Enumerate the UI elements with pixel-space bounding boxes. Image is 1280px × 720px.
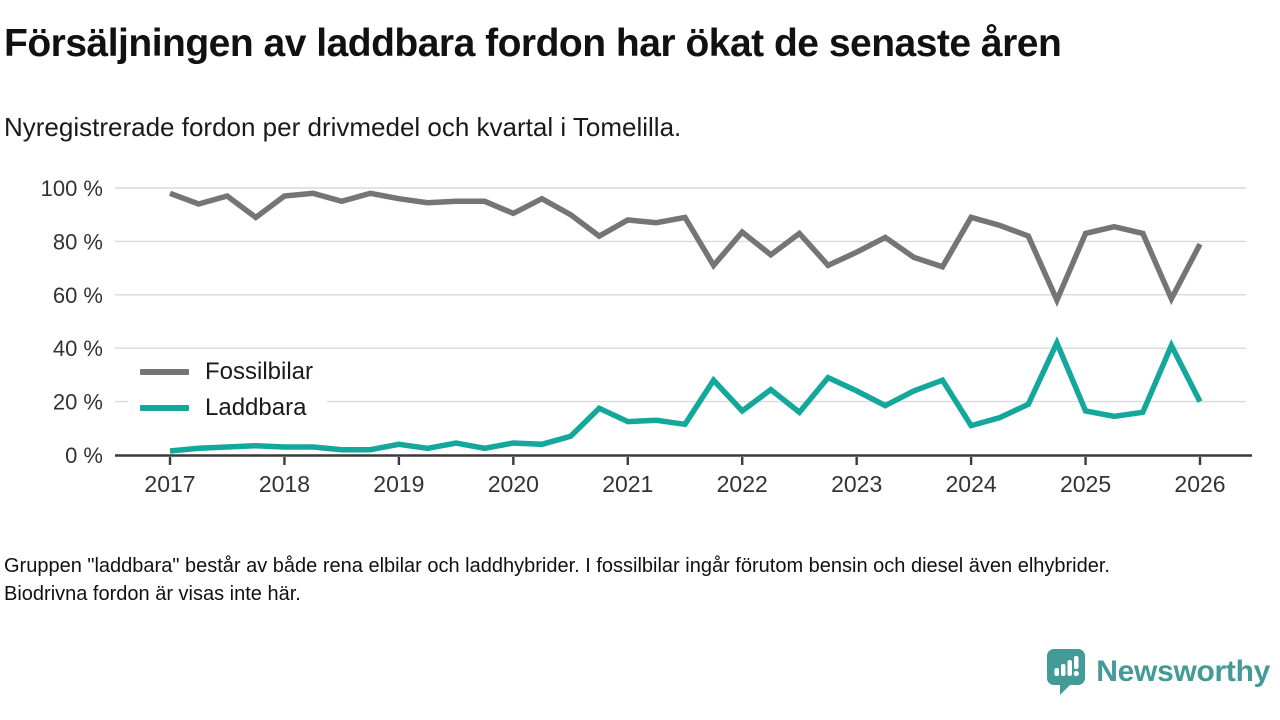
y-tick-label: 40 %	[53, 336, 103, 361]
legend-item-fossilbilar: Fossilbilar	[128, 354, 328, 390]
x-tick-label: 2021	[602, 471, 653, 497]
x-tick-label: 2023	[831, 471, 882, 497]
chart-footnote: Gruppen "laddbara" består av både rena e…	[4, 555, 1110, 605]
y-tick-label: 80 %	[53, 229, 103, 254]
quarterly-share-line-chart: 0 % 20 % 40 % 60 % 80 % 100 % 2017 2018 2019 2020…	[41, 176, 1252, 497]
fossilbilar-line-swatch-icon	[140, 369, 189, 375]
x-tick-label: 2024	[946, 471, 997, 497]
x-tick-label: 2022	[717, 471, 768, 497]
chart-title: Försäljningen av laddbara fordon har öka…	[4, 22, 1062, 65]
y-tick-label: 100 %	[41, 176, 103, 201]
x-tick-label: 2017	[144, 471, 195, 497]
x-tick-label: 2020	[488, 471, 539, 497]
x-tick-label: 2026	[1174, 471, 1225, 497]
newsworthy-logo: Newsworthy	[1046, 648, 1270, 696]
series-line-fossilbilar	[169, 190, 1203, 307]
y-tick-label: 20 %	[53, 390, 103, 415]
legend-item-laddbara: Laddbara	[128, 390, 328, 426]
x-tick-label: 2018	[259, 471, 310, 497]
newsworthy-wordmark: Newsworthy	[1096, 655, 1270, 688]
chart-subtitle: Nyregistrerade fordon per drivmedel och …	[4, 112, 682, 142]
series-line-laddbara	[169, 336, 1203, 454]
legend-label-laddbara: Laddbara	[205, 394, 307, 421]
x-tick-label: 2025	[1060, 471, 1111, 497]
y-tick-label: 60 %	[53, 283, 103, 308]
x-tick-label: 2019	[373, 471, 424, 497]
y-tick-label: 0 %	[65, 443, 103, 468]
legend-label-fossilbilar: Fossilbilar	[205, 358, 314, 385]
newsworthy-logo-icon	[1047, 649, 1086, 695]
chart-legend: Fossilbilar Laddbara	[128, 354, 328, 426]
laddbara-line-swatch-icon	[140, 405, 189, 411]
